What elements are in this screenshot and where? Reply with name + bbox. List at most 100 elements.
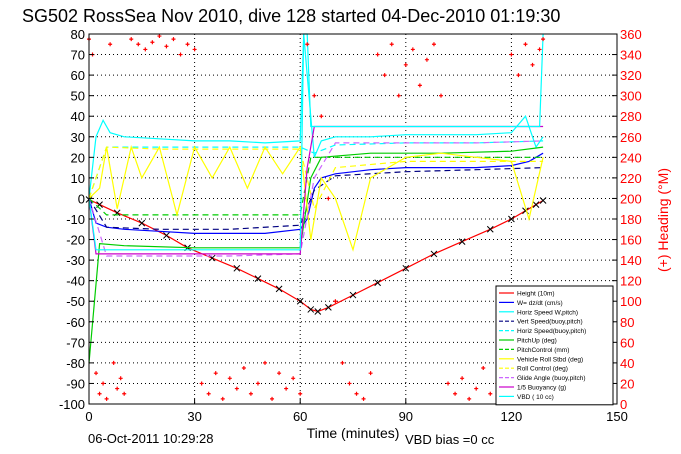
- heading-point: [488, 391, 493, 396]
- series-line: [88, 33, 544, 199]
- heading-point: [410, 47, 415, 52]
- series-1: [88, 152, 544, 234]
- legend-entry: Horiz Speed W,pitch): [517, 309, 578, 316]
- series-7: [88, 144, 544, 252]
- series-6: [88, 156, 544, 216]
- legend-entry: VBD ( 10 cc): [517, 394, 554, 401]
- heading-point: [417, 83, 422, 88]
- heading-point: [178, 52, 183, 57]
- x-axis-label: Time (minutes): [307, 425, 400, 441]
- height-marker: [233, 264, 241, 272]
- heading-point: [389, 42, 394, 47]
- legend-entry: Vehicle Roll Stbd (deg): [517, 356, 583, 363]
- heading-point: [192, 47, 197, 52]
- heading-point: [361, 396, 366, 401]
- heading-point: [403, 62, 408, 67]
- series-line: [88, 146, 544, 363]
- y-tick-label: 50: [71, 89, 85, 104]
- y2-tick-label: 220: [620, 171, 642, 186]
- series-8: [88, 146, 544, 211]
- series-2: [88, 33, 544, 199]
- height-marker: [486, 225, 494, 233]
- y2-tick-label: 340: [620, 48, 642, 63]
- vbd-bias-footer: VBD bias =0 cc: [405, 432, 495, 447]
- heading-point: [263, 360, 267, 365]
- height-marker: [458, 238, 466, 245]
- heading-point: [467, 396, 472, 401]
- heading-point: [439, 93, 443, 98]
- height-marker: [296, 297, 304, 305]
- heading-point: [474, 386, 479, 391]
- height-marker: [163, 232, 170, 239]
- y2-tick-label: 140: [620, 253, 642, 268]
- y-tick-label: -70: [66, 335, 85, 350]
- y-tick-label: 80: [71, 27, 85, 42]
- legend-entry: PitchControl (mm): [517, 347, 569, 354]
- heading-point: [382, 73, 387, 78]
- y2-tick-label: 280: [620, 109, 642, 124]
- x-tick-label: 0: [85, 409, 92, 424]
- y-tick-label: -100: [59, 397, 85, 412]
- heading-point: [453, 391, 458, 396]
- height-marker: [402, 264, 410, 272]
- heading-point: [326, 196, 331, 201]
- heading-point: [104, 396, 109, 401]
- heading-point: [122, 391, 127, 396]
- chart-title: SG502 RossSea Nov 2010, dive 128 started…: [22, 6, 560, 26]
- heading-point: [171, 37, 176, 42]
- heading-point: [255, 381, 260, 386]
- y2-tick-label: 80: [620, 315, 634, 330]
- height-marker: [307, 306, 315, 313]
- series-line: [88, 140, 544, 199]
- height-marker: [325, 304, 332, 311]
- heading-point: [431, 42, 436, 47]
- y2-tick-label: 240: [620, 150, 642, 165]
- series-layer: [85, 33, 547, 401]
- y2-tick-label: 120: [620, 274, 642, 289]
- legend-entry: Roll Control (deg): [517, 366, 568, 373]
- height-marker: [254, 275, 262, 282]
- heading-point: [481, 366, 486, 371]
- height-marker: [138, 219, 146, 227]
- y-tick-label: 60: [71, 68, 85, 83]
- heading-point: [185, 42, 190, 47]
- x-tick-label: 60: [293, 409, 307, 424]
- heading-point: [516, 73, 521, 78]
- y2-tick-label: 180: [620, 212, 642, 227]
- x-tick-label: 90: [399, 409, 413, 424]
- legend-entry: Height (10m): [517, 291, 555, 298]
- legend-entry: Vert Speed(buoy,pitch): [517, 319, 583, 326]
- height-marker: [539, 197, 547, 204]
- heading-point: [530, 62, 535, 67]
- heading-point: [305, 42, 310, 47]
- heading-point: [424, 57, 429, 62]
- heading-point: [354, 391, 359, 396]
- heading-point: [108, 42, 113, 47]
- series-line: [88, 198, 544, 313]
- heading-point: [118, 376, 123, 381]
- legend-box: [495, 285, 614, 406]
- y2-tick-label: 260: [620, 130, 642, 145]
- heading-point: [460, 376, 465, 381]
- y-tick-label: 40: [71, 109, 85, 124]
- legend-entry: W= dz/dt (cm/s): [517, 300, 563, 307]
- heading-point: [396, 93, 401, 98]
- y-tick-label: -90: [66, 376, 85, 391]
- height-marker: [508, 215, 515, 223]
- heading-point: [270, 396, 275, 401]
- legend-entry: PitchUp (deg): [517, 338, 557, 345]
- grid: [89, 34, 617, 404]
- heading-point: [220, 396, 225, 401]
- y-tick-label: 10: [71, 171, 85, 186]
- heading-point: [277, 371, 282, 376]
- y2-tick-label: 300: [620, 89, 642, 104]
- x-tick-label: 120: [501, 409, 523, 424]
- y2-tick-label: 100: [620, 294, 642, 309]
- heading-point: [199, 381, 204, 386]
- heading-point: [312, 93, 317, 98]
- heading-point: [284, 386, 289, 391]
- heading-point: [97, 391, 102, 396]
- y-tick-label: -30: [66, 253, 85, 268]
- y-tick-label: -40: [66, 274, 85, 289]
